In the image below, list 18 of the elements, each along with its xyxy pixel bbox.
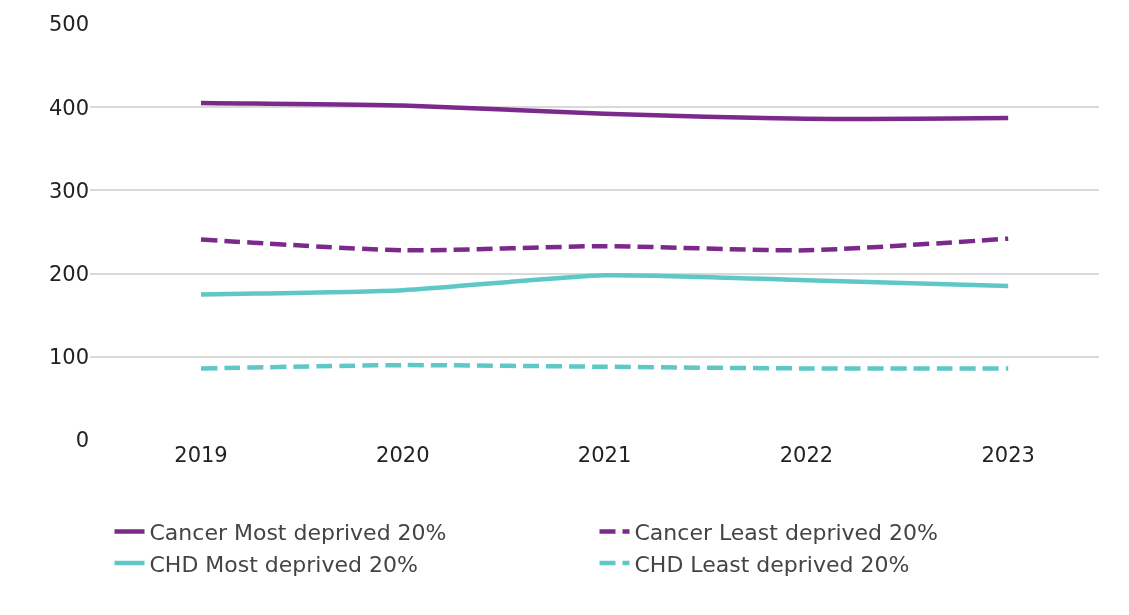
line-series: [198, 272, 1011, 297]
y-tick-label: 300: [48, 178, 89, 203]
y-tick-label: 500: [48, 12, 89, 37]
y-tick-label: 400: [48, 95, 89, 120]
legend-label: CHD Least deprived 20%: [634, 551, 910, 577]
legend-label: Cancer Most deprived 20%: [149, 520, 447, 546]
x-tick-label: 2019: [174, 443, 228, 467]
line-series: [198, 100, 1011, 122]
x-tick-label: 2023: [981, 443, 1035, 467]
y-tick-label: 200: [48, 261, 89, 286]
y-tick-label: 0: [75, 428, 89, 453]
legend-label: Cancer Least deprived 20%: [634, 520, 938, 546]
y-tick-label: 100: [48, 345, 89, 370]
x-tick-label: 2021: [577, 443, 632, 467]
x-tick-label: 2020: [376, 443, 430, 467]
legend-label: CHD Most deprived 20%: [149, 551, 418, 577]
line-series: [198, 236, 1011, 253]
x-tick-label: 2022: [779, 443, 834, 467]
